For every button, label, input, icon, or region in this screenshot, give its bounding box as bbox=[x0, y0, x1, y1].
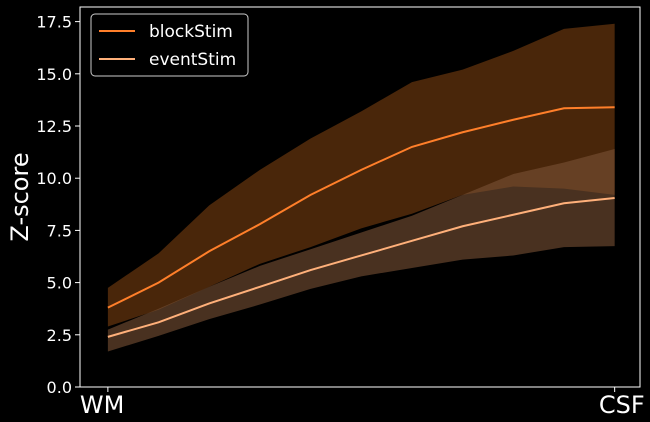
y-axis: 0.0 2.5 5.0 7.5 10.0 12.5 15.0 17.5 bbox=[36, 13, 80, 397]
x-tick-label: CSF bbox=[599, 391, 645, 419]
y-tick-label: 15.0 bbox=[36, 65, 72, 84]
y-tick-label: 12.5 bbox=[36, 117, 72, 136]
y-tick-label: 10.0 bbox=[36, 169, 72, 188]
series-lines bbox=[107, 106, 615, 338]
legend-box bbox=[90, 13, 249, 77]
y-axis-label: Z-score bbox=[6, 152, 34, 241]
y-tick-label: 7.5 bbox=[47, 221, 72, 240]
y-tick-label: 0.0 bbox=[47, 378, 72, 397]
series-line-eventStim bbox=[107, 197, 615, 338]
y-tick-label: 5.0 bbox=[47, 274, 72, 293]
band-eventStim bbox=[107, 148, 615, 352]
confidence-bands bbox=[107, 23, 615, 352]
x-tick-label: WM bbox=[80, 391, 124, 419]
series-line-blockStim bbox=[107, 106, 615, 309]
legend-label-eventStim: eventStim bbox=[149, 50, 236, 70]
legend-label-blockStim: blockStim bbox=[149, 22, 233, 42]
x-axis: WM CSF bbox=[80, 387, 645, 419]
band-blockStim bbox=[107, 23, 615, 327]
legend: blockStim eventStim bbox=[90, 13, 249, 77]
plot-frame bbox=[79, 6, 641, 388]
y-tick-label: 2.5 bbox=[47, 326, 72, 345]
y-tick-label: 17.5 bbox=[36, 13, 72, 32]
